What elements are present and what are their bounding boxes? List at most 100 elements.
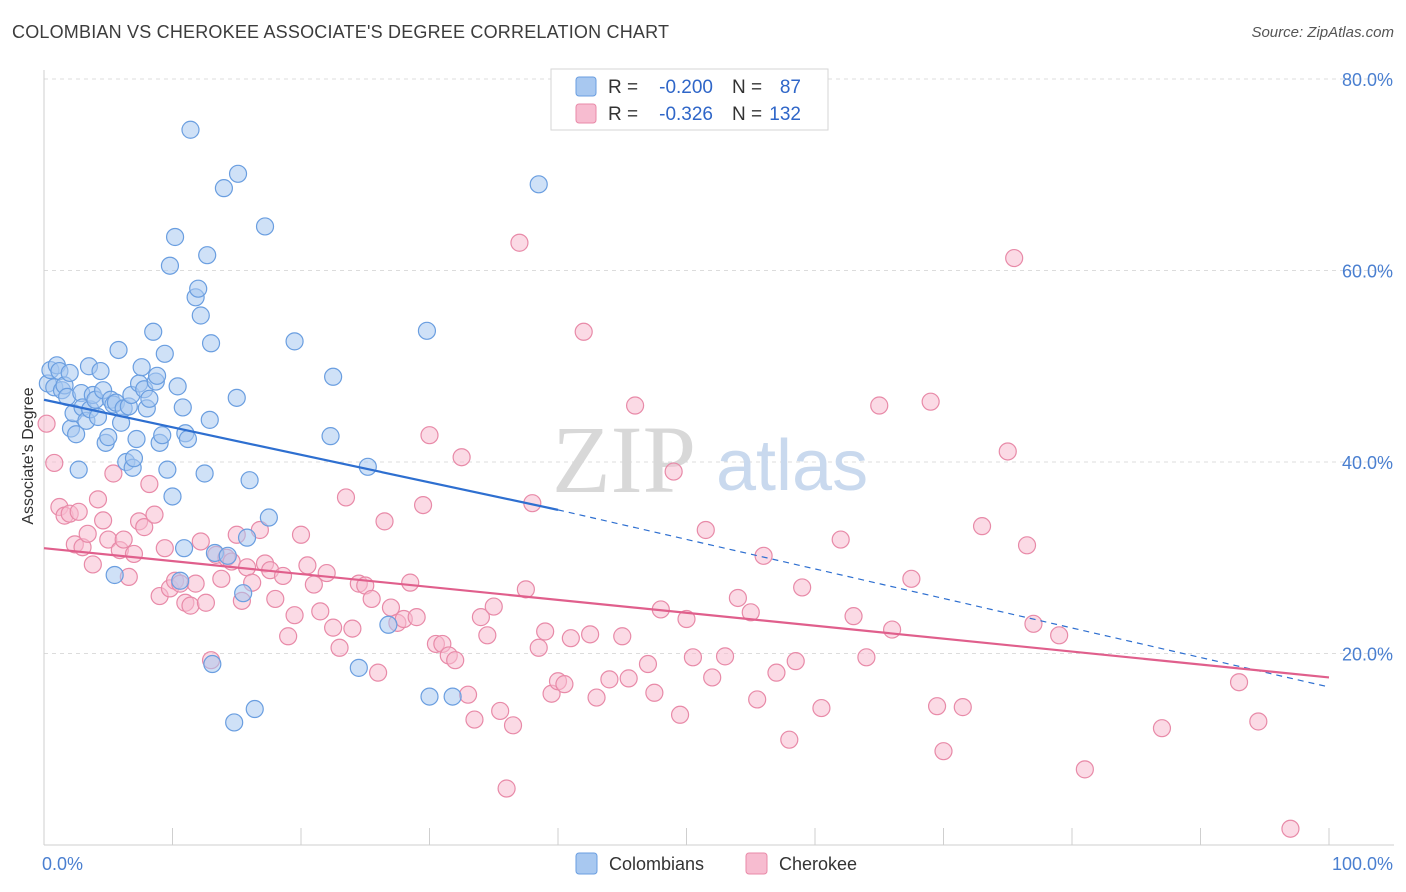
cherokee-point <box>191 532 210 551</box>
colombians-point <box>158 460 177 479</box>
colombians-point <box>195 464 214 483</box>
cherokee-point <box>793 578 812 597</box>
cherokee-point <box>972 517 992 536</box>
cherokee-point <box>741 603 760 622</box>
cherokee-point <box>1281 819 1300 838</box>
series-colombians-points <box>38 120 548 732</box>
cherokee-point <box>145 505 164 524</box>
legend-n-value-cherokee: 132 <box>769 104 801 125</box>
cherokee-point <box>857 648 876 667</box>
colombians-point <box>69 460 88 479</box>
cherokee-point <box>812 698 831 718</box>
cherokee-point <box>317 563 336 583</box>
colombians-point <box>171 571 190 590</box>
cherokee-point <box>324 618 343 637</box>
colombians-point <box>214 179 233 198</box>
cherokee-point <box>638 654 658 674</box>
colombians-point <box>155 344 174 363</box>
legend-r-value-cherokee: -0.326 <box>659 104 713 125</box>
cherokee-point <box>298 556 317 575</box>
colombians-point <box>109 340 128 360</box>
cherokee-point <box>696 520 715 540</box>
cherokee-point <box>1005 248 1024 268</box>
y-tick-labels: 20.0% 40.0% 60.0% 80.0% <box>1342 70 1393 665</box>
colombians-point <box>127 429 146 449</box>
cherokee-point <box>927 697 947 716</box>
cherokee-point <box>1075 760 1094 779</box>
cherokee-point <box>516 580 535 599</box>
cherokee-point <box>458 685 478 704</box>
cherokee-point <box>754 546 773 565</box>
cherokee-point <box>478 626 497 645</box>
cherokee-point <box>1249 712 1268 731</box>
y-tick-label: 40.0% <box>1342 453 1393 473</box>
cherokee-point <box>1050 626 1069 645</box>
cherokee-point <box>420 426 439 445</box>
cherokee-point <box>140 474 159 494</box>
cherokee-point <box>574 322 593 341</box>
cherokee-point <box>1229 673 1249 692</box>
colombians-trend-line <box>43 398 559 511</box>
x-tick-label-max: 100.0% <box>1332 854 1393 874</box>
watermark-zip: ZIP <box>552 406 696 513</box>
colombians-point <box>60 363 79 383</box>
cherokee-point <box>45 453 64 473</box>
cherokee-point <box>1017 536 1037 555</box>
colombians-point <box>200 410 219 429</box>
cherokee-point <box>186 574 205 593</box>
cherokee-point <box>311 602 330 621</box>
cherokee-point <box>69 502 88 521</box>
colombians-point <box>324 367 343 386</box>
x-tick-label-min: 0.0% <box>42 854 83 874</box>
cherokee-point <box>536 622 555 641</box>
cherokee-point <box>748 690 767 709</box>
cherokee-point <box>882 620 902 639</box>
legend-swatch-cherokee <box>575 103 597 124</box>
y-axis-title: Associate's Degree <box>20 387 37 524</box>
colombians-point <box>147 366 167 385</box>
cherokee-point <box>212 569 231 588</box>
colombians-point <box>420 687 439 706</box>
legend-n-label-cherokee: N = <box>732 104 762 125</box>
cherokee-point <box>37 414 56 433</box>
cherokee-point <box>104 464 123 483</box>
colombians-point <box>99 428 118 447</box>
colombians-point <box>181 120 200 139</box>
cherokee-point <box>375 512 394 531</box>
cherokee-point <box>484 597 503 616</box>
cherokee-point <box>998 442 1017 461</box>
cherokee-point <box>285 606 304 625</box>
colombians-trend-extension <box>557 509 1330 688</box>
watermark-atlas: atlas <box>716 426 868 506</box>
cherokee-point <box>844 607 863 626</box>
colombians-point <box>237 528 257 547</box>
chart-source: Source: ZipAtlas.com <box>1251 24 1394 41</box>
cherokee-point <box>921 392 940 411</box>
colombians-point <box>91 361 110 381</box>
cherokee-point <box>715 647 735 666</box>
legend-swatch-colombians <box>575 76 597 97</box>
colombians-point <box>153 426 172 445</box>
cherokee-point <box>555 675 574 694</box>
cherokee-point <box>273 566 293 586</box>
legend-r-label-colombians: R = <box>608 77 638 98</box>
colombians-point <box>160 256 180 275</box>
cherokee-point <box>114 530 133 549</box>
colombians-point <box>140 389 159 408</box>
cherokee-point <box>266 589 285 609</box>
colombians-point <box>349 658 368 677</box>
colombians-point <box>191 306 210 325</box>
cherokee-point <box>135 518 154 537</box>
cherokee-point <box>78 524 97 543</box>
colombians-point <box>255 217 275 236</box>
legend-bottom-swatch-colombians <box>575 852 598 875</box>
cherokee-point <box>491 701 510 721</box>
cherokee-point <box>581 625 600 644</box>
colombians-point <box>178 429 198 449</box>
colombians-point <box>189 279 208 298</box>
chart-title: COLOMBIAN VS CHEROKEE ASSOCIATE'S DEGREE… <box>12 22 670 42</box>
cherokee-point <box>471 608 490 627</box>
cherokee-point <box>786 652 805 671</box>
colombians-point <box>173 398 192 417</box>
cherokee-point <box>780 730 799 749</box>
